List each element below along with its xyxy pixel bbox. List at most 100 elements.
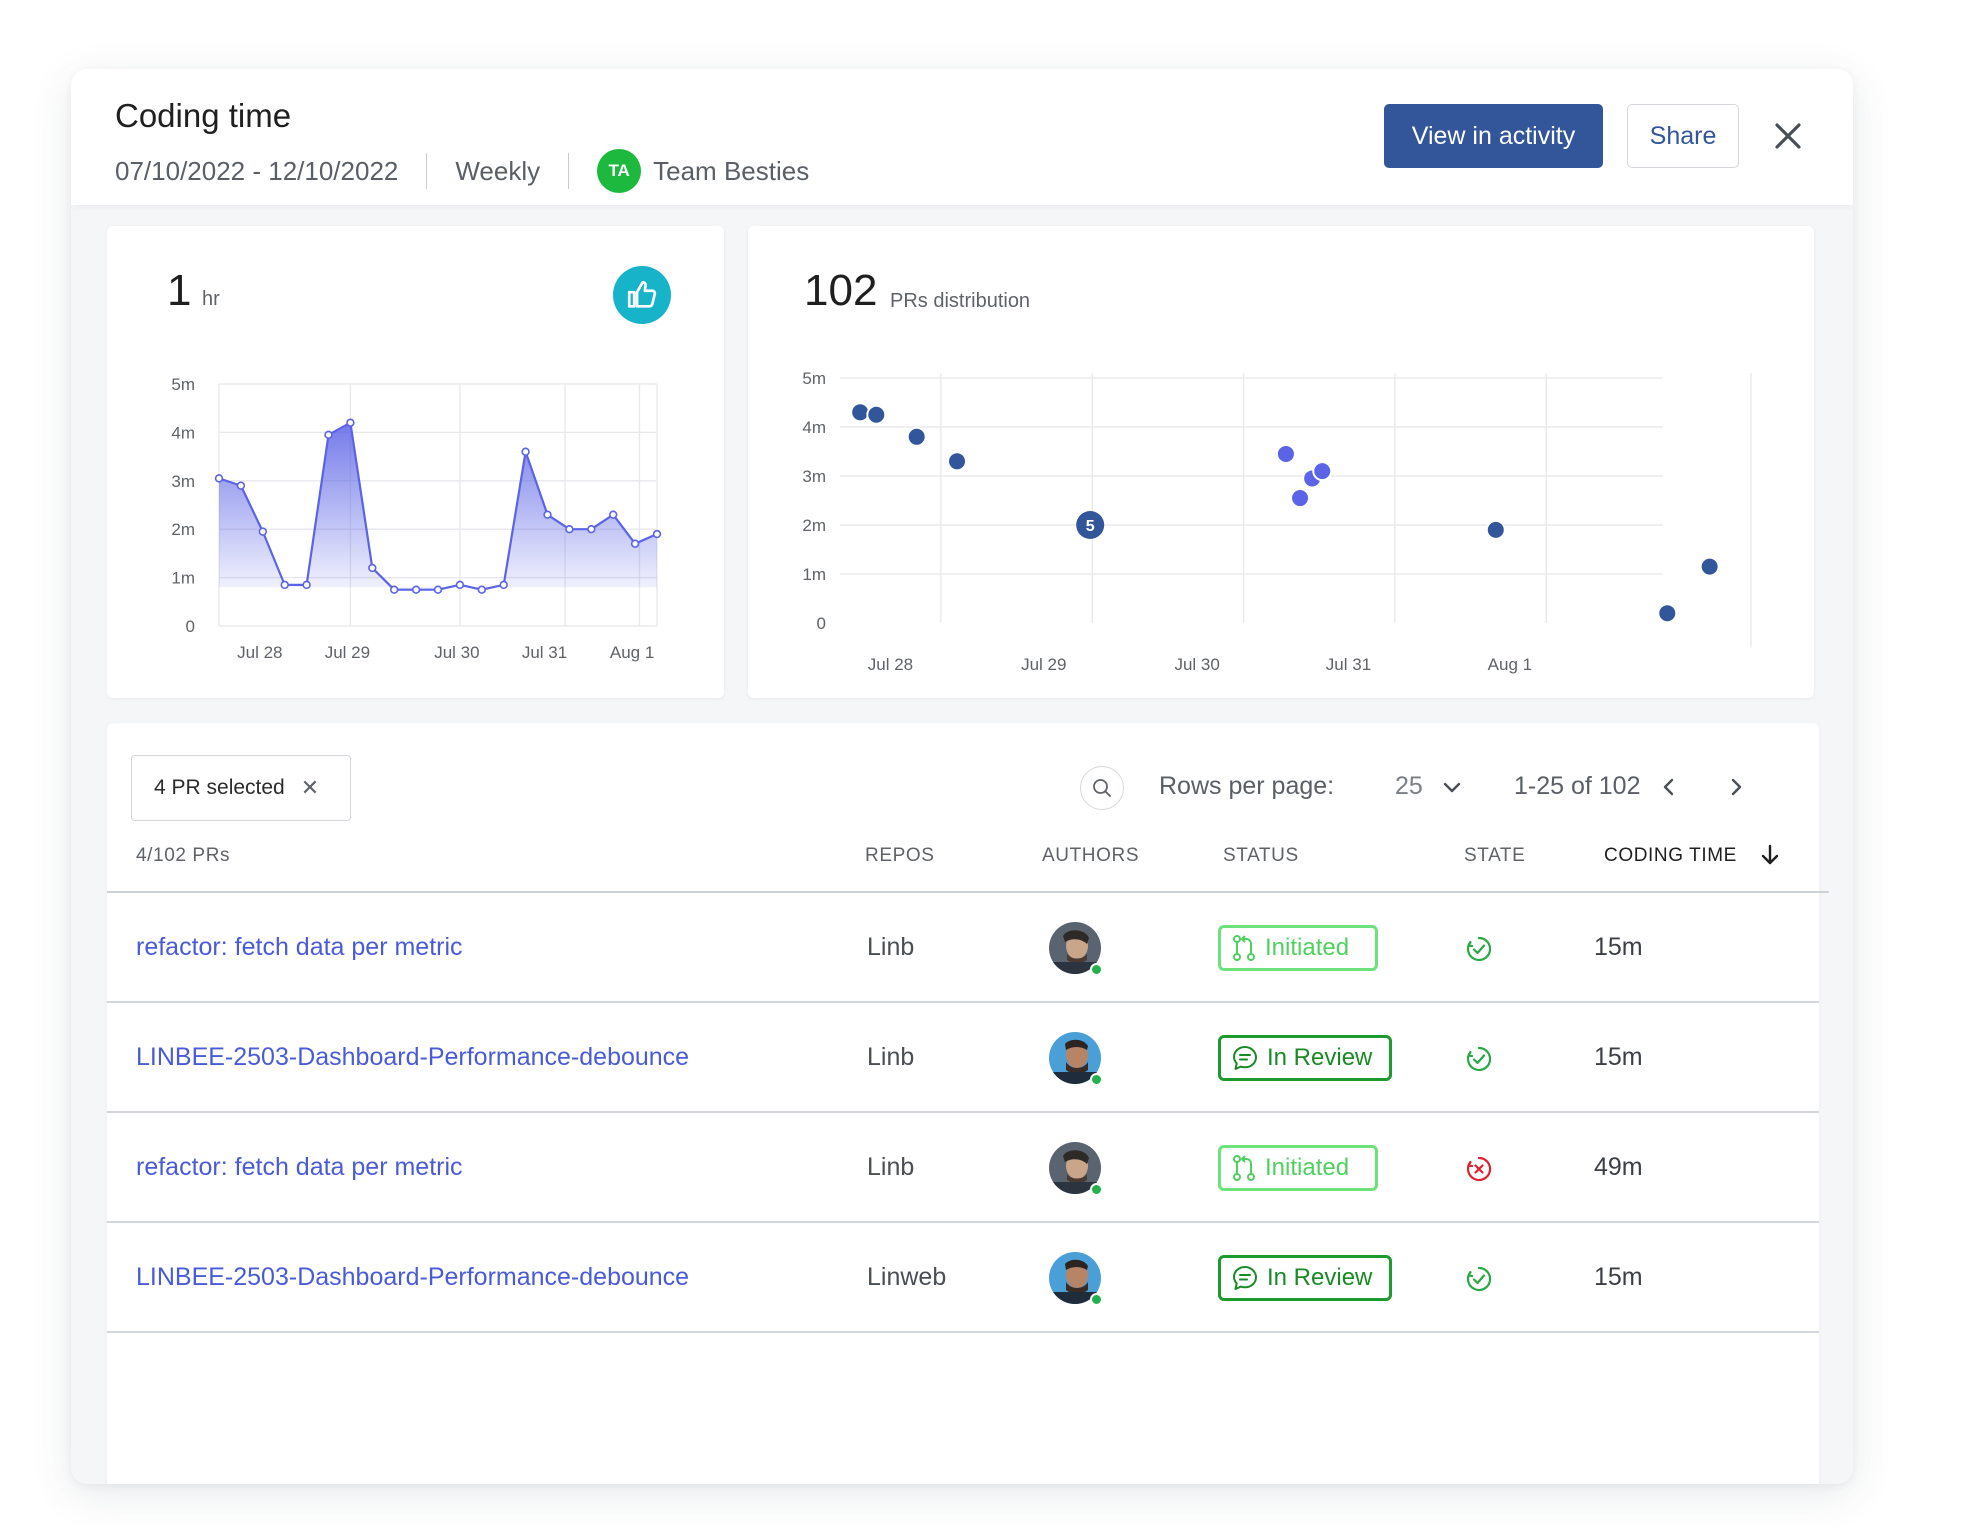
y-tick-label: 4m <box>171 423 195 442</box>
thumbs-up-icon <box>613 266 671 324</box>
coding-time-summary-card: 1 hr 0 1m 2m 3m 4m 5m Jul 28 Jul 29 Jul 30 Jul 31… <box>107 226 724 698</box>
y-tick-label: 1m <box>802 565 826 584</box>
data-point <box>587 525 596 534</box>
data-point <box>866 404 887 425</box>
team-name[interactable]: Team Besties <box>653 155 810 186</box>
date-range[interactable]: 07/10/2022 - 12/10/2022 <box>115 155 399 186</box>
avatar[interactable] <box>1049 1252 1103 1306</box>
data-point <box>214 474 224 483</box>
header-meta: 07/10/2022 - 12/10/2022 Weekly TA Team B… <box>115 149 809 193</box>
table-row[interactable]: refactor: fetch data per metric Linb Ini… <box>107 893 1819 1003</box>
pr-title-link[interactable]: LINBEE-2503-Dashboard-Performance-deboun… <box>136 1043 690 1071</box>
status-label: Initiated <box>1265 1154 1350 1181</box>
coding-time-value: 15m <box>1594 933 1643 961</box>
data-point <box>455 580 465 590</box>
page-range: 1-25 of 102 <box>1514 772 1641 800</box>
check-circle-icon <box>1466 1266 1492 1292</box>
data-point <box>630 539 640 548</box>
data-point <box>499 580 508 590</box>
data-point <box>280 580 289 590</box>
avatar[interactable] <box>1049 1142 1103 1196</box>
data-point <box>565 525 574 534</box>
chevron-left-icon[interactable] <box>1657 775 1681 799</box>
y-tick-label: 2m <box>171 520 195 539</box>
y-tick-label: 5m <box>171 375 195 394</box>
table-row[interactable]: refactor: fetch data per metric Linb Ini… <box>107 1113 1819 1223</box>
search-icon[interactable] <box>1080 766 1124 810</box>
selected-filter-chip[interactable]: 4 PR selected ✕ <box>131 755 351 821</box>
pull-request-icon <box>1233 1155 1255 1181</box>
avatar[interactable] <box>1049 1032 1103 1086</box>
share-button[interactable]: Share <box>1627 104 1739 168</box>
rows-per-page-label: Rows per page: <box>1159 772 1335 800</box>
x-tick-label: Jul 29 <box>325 643 370 662</box>
data-point <box>609 510 618 519</box>
online-indicator <box>1090 1073 1103 1086</box>
x-tick-label: Jul 31 <box>1326 655 1371 674</box>
data-point <box>947 451 968 472</box>
pr-title-link[interactable]: refactor: fetch data per metric <box>136 1153 463 1181</box>
clear-selection-icon[interactable]: ✕ <box>300 775 320 800</box>
coding-time-value: 15m <box>1594 1043 1643 1071</box>
data-point <box>346 418 355 427</box>
data-point <box>390 585 399 594</box>
column-header-coding-time[interactable]: CODING TIME <box>1604 845 1737 866</box>
cluster-count: 5 <box>1086 518 1095 535</box>
area-fill <box>219 422 657 590</box>
table-row[interactable]: LINBEE-2503-Dashboard-Performance-deboun… <box>107 1003 1819 1113</box>
coding-time-value: 15m <box>1594 1263 1643 1291</box>
chevron-down-icon[interactable] <box>1441 776 1463 798</box>
data-point <box>1275 443 1296 464</box>
pr-table-card: 4 PR selected ✕ Rows per page: 25 1-25 o… <box>107 723 1829 1484</box>
pr-distribution-card: 102 PRs distribution 0 1m 2m 3m 4m 5m Jul 28 Ju… <box>748 226 1814 698</box>
data-point <box>1699 556 1720 577</box>
column-header-status[interactable]: STATUS <box>1223 845 1299 866</box>
team-avatar: TA <box>597 149 642 193</box>
data-point <box>850 402 871 423</box>
y-tick-label: 1m <box>171 569 195 588</box>
x-tick-label: Jul 30 <box>434 643 479 662</box>
status-label: In Review <box>1267 1264 1373 1291</box>
distribution-label: PRs distribution <box>890 290 1031 312</box>
x-tick-label: Jul 28 <box>868 655 913 674</box>
coding-time-area-chart: 0 1m 2m 3m 4m 5m Jul 28 Jul 29 Jul 30 Jul 31 Aug 1 <box>171 375 662 662</box>
column-header-authors[interactable]: AUTHORS <box>1042 845 1140 866</box>
y-tick-label: 5m <box>802 369 826 388</box>
chat-bubble-icon <box>1233 1266 1257 1290</box>
page-title: Coding time <box>115 97 292 134</box>
y-tick-label: 0 <box>817 614 826 633</box>
period-label[interactable]: Weekly <box>455 155 541 186</box>
data-point <box>521 447 530 456</box>
table-row[interactable]: LINBEE-2503-Dashboard-Performance-deboun… <box>107 1223 1819 1333</box>
sort-descending-icon[interactable] <box>1759 843 1781 867</box>
data-point <box>906 426 927 447</box>
close-icon[interactable] <box>1771 119 1805 153</box>
pr-title-link[interactable]: refactor: fetch data per metric <box>136 933 463 961</box>
rows-per-page-select[interactable]: 25 <box>1395 772 1423 800</box>
column-header-repos[interactable]: REPOS <box>865 845 935 866</box>
y-tick-label: 4m <box>802 418 826 437</box>
status-badge: In Review <box>1218 1035 1392 1081</box>
data-point <box>477 585 486 594</box>
y-tick-label: 3m <box>171 472 195 491</box>
chevron-right-icon[interactable] <box>1724 775 1748 799</box>
avatar[interactable] <box>1049 922 1103 976</box>
status-badge: In Review <box>1218 1255 1392 1301</box>
data-point <box>652 529 662 539</box>
pr-title-link[interactable]: LINBEE-2503-Dashboard-Performance-deboun… <box>136 1263 690 1291</box>
data-point <box>1312 461 1333 482</box>
pr-count: 102 <box>804 266 878 315</box>
column-header-state[interactable]: STATE <box>1464 845 1526 866</box>
view-in-activity-button[interactable]: View in activity <box>1384 104 1603 168</box>
status-label: Initiated <box>1265 934 1350 961</box>
x-circle-icon <box>1466 1156 1492 1182</box>
repo-name: Linb <box>867 1043 915 1071</box>
x-tick-label: Aug 1 <box>610 643 654 662</box>
data-point <box>433 585 443 594</box>
data-point <box>1290 488 1311 509</box>
data-point <box>324 430 333 440</box>
online-indicator <box>1090 1293 1103 1306</box>
check-circle-icon <box>1466 1046 1492 1072</box>
coding-time-value: 49m <box>1594 1153 1643 1181</box>
